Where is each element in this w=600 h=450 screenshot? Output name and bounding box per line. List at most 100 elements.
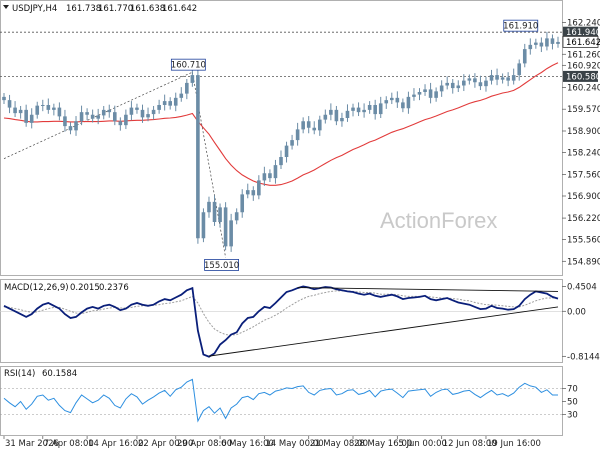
macd-readout-main: 0.2015 [70, 283, 100, 293]
time-tick-label-9: 5 Jun 00:00 [398, 439, 447, 449]
candle-body-56 [312, 127, 317, 131]
candle-body-32 [179, 93, 184, 98]
time-tick-label-5: 6 May 16:00 [221, 439, 274, 449]
price-panel [0, 0, 563, 276]
candle-body-51 [284, 145, 289, 157]
candle-body-57 [317, 119, 322, 131]
candle-body-40 [223, 207, 228, 247]
rsi-tick-label-2: 30 [567, 411, 578, 421]
ohlc-open: 161.738 [66, 4, 101, 14]
macd-readout-signal: 0.2376 [99, 283, 129, 293]
rsi-tick-label-1: 50 [567, 398, 578, 408]
candle-body-6 [35, 105, 40, 115]
candle-body-37 [207, 201, 211, 213]
candle-body-90 [500, 77, 505, 80]
candle-body-96 [534, 42, 538, 45]
time-tick-label-0: 31 Mar 2026 [5, 439, 59, 449]
price-tick-label-9: 156.220 [567, 214, 600, 224]
annotation-label-1: 155.010 [204, 261, 239, 271]
candle-body-47 [262, 173, 267, 181]
candle-body-74 [412, 94, 416, 97]
candle-body-38 [212, 201, 217, 222]
ohlc-low: 161.638 [130, 4, 165, 14]
candle-body-79 [439, 85, 444, 92]
candle-body-7 [40, 105, 45, 106]
candle-body-93 [517, 63, 522, 76]
moving-average-line [3, 62, 559, 186]
price-tick-label-2: 160.920 [567, 61, 600, 71]
ohlc-high: 161.770 [98, 4, 133, 14]
rsi-tick-label-0: 70 [567, 385, 578, 395]
rsi-panel [0, 366, 563, 436]
candle-body-59 [329, 109, 333, 115]
candle-body-29 [162, 101, 167, 105]
candle-body-23 [129, 107, 134, 115]
time-tick-label-10: 12 Jun 08:00 [443, 439, 497, 449]
macd-tick-label-2: -0.8144 [567, 352, 600, 362]
price-tag-label-2: 160.580 [566, 72, 600, 82]
candle-body-85 [473, 78, 477, 83]
candle-body-12 [68, 126, 73, 131]
price-tick-label-5: 158.900 [567, 127, 600, 137]
price-series: 160.710 155.010 161.910 [0, 19, 562, 271]
dropdown-triangle-icon[interactable] [3, 5, 9, 9]
candle-body-31 [173, 97, 178, 106]
candle-body-25 [140, 109, 145, 118]
rsi-header: RSI(14) 60.1584 [4, 369, 77, 379]
candle-body-9 [52, 107, 56, 110]
candle-body-92 [511, 75, 516, 81]
price-tick-label-0: 162.240 [567, 18, 600, 28]
macd-resistance-trendline [297, 287, 559, 292]
candle-body-48 [268, 173, 272, 179]
candle-body-62 [345, 110, 350, 118]
rsi-line [3, 378, 558, 423]
candle-body-44 [245, 190, 250, 195]
candle-body-54 [301, 121, 305, 130]
macd-panel [0, 279, 563, 363]
macd-tick-label-1: 0.00 [567, 307, 586, 317]
rsi-series: 70 50 30 [0, 378, 578, 423]
candle-body-13 [74, 121, 78, 131]
macd-tick-label-0: 0.4504 [567, 282, 597, 292]
candle-body-98 [545, 38, 549, 47]
candle-body-83 [462, 80, 466, 86]
rsi-readout: 60.1584 [42, 369, 77, 379]
candle-body-5 [29, 114, 34, 123]
candle-body-8 [46, 105, 51, 110]
symbol-label: USDJPY,H4 [12, 4, 57, 14]
candle-body-0 [2, 96, 6, 101]
candle-body-52 [290, 140, 294, 146]
price-tick-label-10: 155.560 [567, 236, 600, 246]
time-tick-label-11: 19 Jun 16:00 [487, 439, 541, 449]
time-tick-label-1: 7 Apr 08:00 [44, 439, 94, 449]
time-tick-label-8: 28 May 16:00 [354, 439, 412, 449]
price-tick-label-3: 160.240 [567, 83, 600, 93]
candle-body-84 [467, 78, 472, 81]
candle-body-76 [423, 89, 427, 92]
price-header: USDJPY,H4 161.738 161.770 161.638 161.64… [3, 4, 197, 14]
candle-body-75 [417, 92, 422, 95]
candle-body-66 [367, 105, 372, 110]
price-tag-box-2 [563, 70, 598, 82]
candle-body-20 [113, 112, 117, 122]
candle-body-33 [185, 82, 189, 94]
price-tick-label-1: 161.260 [567, 50, 600, 60]
candle-body-88 [489, 75, 494, 81]
price-tag-label-1: 161.642 [566, 38, 600, 48]
candle-body-42 [234, 212, 239, 221]
price-tick-label-7: 157.560 [567, 171, 600, 181]
candle-body-19 [107, 109, 112, 113]
candle-body-68 [378, 103, 383, 115]
candle-body-81 [450, 82, 455, 89]
candle-body-61 [340, 118, 344, 122]
annotation-box-0 [170, 58, 206, 71]
annotation-box-2 [503, 19, 539, 32]
ohlc-close: 161.642 [162, 4, 197, 14]
candle-body-45 [251, 190, 256, 196]
candle-body-58 [323, 114, 328, 120]
price-tag-label-0: 161.940 [566, 28, 600, 38]
candle-body-99 [550, 38, 555, 44]
macd-label: MACD(12,26,9) [4, 283, 69, 293]
